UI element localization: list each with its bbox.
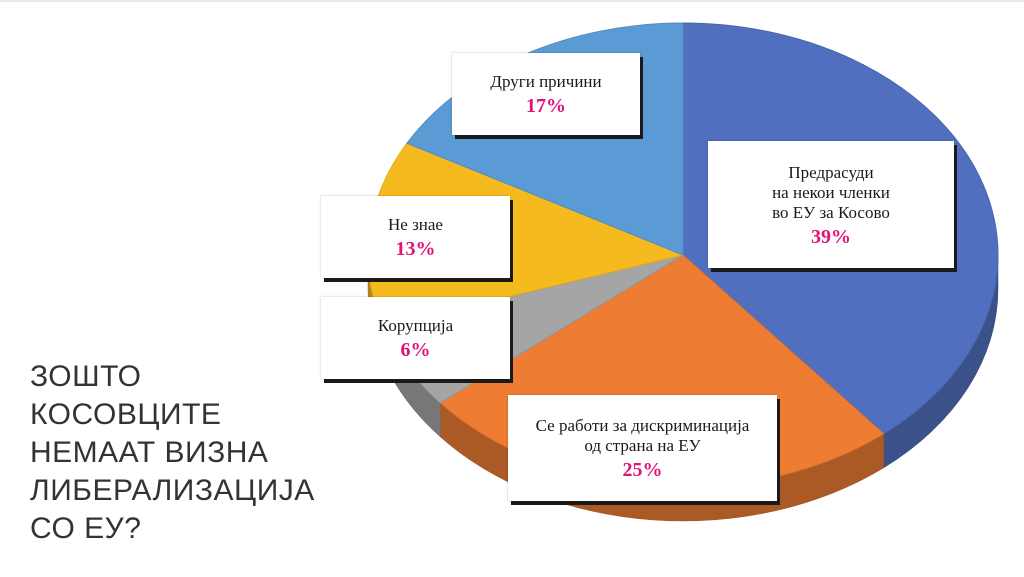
slice-percent-label: 25%: [622, 459, 663, 481]
title-line-5: СО ЕУ?: [30, 512, 142, 545]
slice-label-text: во ЕУ за Косово: [772, 202, 890, 222]
slice-label-text: Корупција: [377, 316, 454, 335]
slice-percent-label: 13%: [395, 238, 436, 260]
title-line-3: НЕМААТ ВИЗНА: [30, 436, 269, 469]
title-line-2: КОСОВЦИТЕ: [30, 398, 222, 431]
slice-label-text: Други причини: [490, 72, 602, 91]
title-line-1: ЗОШТО: [30, 360, 142, 393]
slice-label-text: од страна на ЕУ: [584, 436, 701, 455]
slice-label-dont-know: Не знае 13%: [321, 196, 510, 278]
title-line-4: ЛИБЕРАЛИЗАЦИЈА: [30, 474, 315, 507]
slice-label-text: Предрасуди: [788, 162, 874, 182]
top-divider: [0, 0, 1024, 2]
slice-label-discrimination: Се работи за дискриминација од страна на…: [508, 395, 777, 501]
slice-label-text: на некои членки: [772, 182, 890, 202]
slice-label-other: Други причини 17%: [452, 53, 640, 135]
slice-percent-label: 39%: [811, 225, 851, 248]
slice-label-prejudice: Предрасуди на некои членки во ЕУ за Косо…: [708, 141, 954, 268]
slice-label-corruption: Корупција 6%: [321, 297, 510, 379]
slice-label-text: Не знае: [388, 215, 443, 234]
slice-label-text: Се работи за дискриминација: [535, 416, 750, 435]
slice-percent-label: 6%: [400, 339, 431, 361]
slice-percent-label: 17%: [526, 95, 566, 117]
